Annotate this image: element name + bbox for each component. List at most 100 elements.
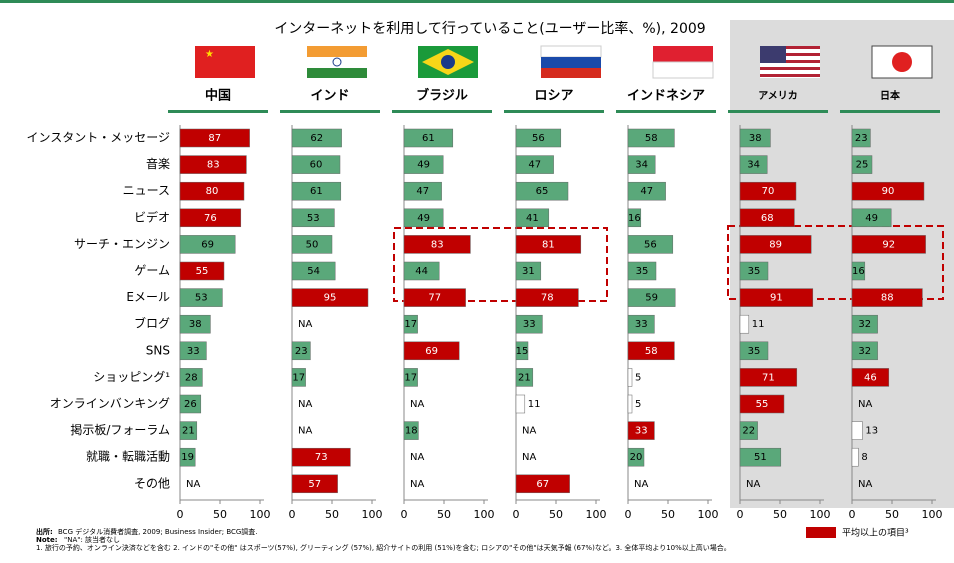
- value-label: 80: [206, 186, 219, 197]
- value-label: 55: [196, 266, 209, 277]
- series-underline: [392, 110, 492, 113]
- bar: [627, 447, 645, 467]
- na-label: NA: [634, 479, 648, 490]
- x-tick-label: 0: [625, 508, 632, 521]
- bar: [179, 341, 207, 361]
- bar: [515, 208, 550, 228]
- value-label: 8: [861, 452, 867, 463]
- bar: [403, 128, 454, 148]
- chart-title: インターネットを利用して行っていること(ユーザー比率、%), 2009: [274, 20, 705, 37]
- series-underline: [280, 110, 380, 113]
- category-label: ブログ: [134, 316, 170, 331]
- value-label: 13: [865, 426, 878, 437]
- category-label: サーチ・エンジン: [74, 237, 170, 251]
- value-label: 87: [208, 133, 221, 144]
- x-tick-label: 0: [849, 508, 856, 521]
- value-label: 51: [754, 452, 767, 463]
- bar: [739, 128, 771, 148]
- value-label: 18: [405, 426, 418, 437]
- x-tick-label: 0: [177, 508, 184, 521]
- value-label: 35: [748, 346, 761, 357]
- value-label: 83: [431, 239, 444, 250]
- bar: [179, 261, 225, 281]
- x-tick-label: 0: [737, 508, 744, 521]
- x-tick-label: 100: [474, 508, 495, 521]
- value-label: 62: [310, 133, 323, 144]
- value-label: 65: [536, 186, 549, 197]
- value-label: 58: [645, 346, 658, 357]
- value-label: 44: [415, 266, 428, 277]
- bar: [739, 394, 785, 414]
- value-label: 56: [644, 239, 657, 250]
- value-label: 15: [516, 346, 529, 357]
- series-name: インド: [310, 89, 349, 104]
- value-label: 26: [184, 399, 197, 410]
- footnote: 1. 旅行の予約、オンライン決済などを含む 2. インドの"その他" はスポーツ…: [36, 543, 731, 552]
- value-label: 21: [182, 426, 195, 437]
- bar: [403, 341, 460, 361]
- value-label: 47: [528, 160, 541, 171]
- series-underline: [840, 110, 940, 113]
- value-label: 33: [187, 346, 200, 357]
- bar: [627, 421, 655, 440]
- bar: [403, 368, 418, 387]
- bar: [851, 128, 871, 148]
- na-label: NA: [298, 319, 312, 330]
- value-label: 61: [422, 133, 435, 144]
- bar: [627, 394, 633, 414]
- bar: [179, 394, 202, 414]
- category-label: その他: [134, 476, 170, 490]
- bar: [515, 261, 542, 281]
- na-label: NA: [410, 479, 424, 490]
- value-label: 16: [628, 213, 641, 224]
- bar: [739, 261, 769, 281]
- bar: [515, 181, 569, 201]
- na-label: NA: [858, 479, 872, 490]
- x-tick-label: 0: [513, 508, 520, 521]
- value-label: 19: [181, 452, 194, 463]
- value-label: 49: [417, 160, 430, 171]
- na-label: NA: [858, 399, 872, 410]
- value-label: 5: [635, 399, 641, 410]
- legend-label: 平均以上の項目³: [842, 527, 909, 539]
- x-tick-label: 100: [250, 508, 271, 521]
- bar: [627, 368, 633, 387]
- na-label: NA: [522, 426, 536, 437]
- x-tick-label: 100: [586, 508, 607, 521]
- x-tick-label: 50: [437, 508, 451, 521]
- bar: [291, 155, 341, 174]
- bar: [403, 181, 442, 201]
- bar: [179, 288, 223, 307]
- value-label: 83: [207, 160, 220, 171]
- bar: [851, 341, 878, 361]
- bar: [515, 474, 570, 494]
- value-label: 49: [417, 213, 430, 224]
- value-label: 55: [756, 399, 769, 410]
- bar: [627, 155, 656, 174]
- value-label: 31: [522, 266, 535, 277]
- value-label: 11: [528, 399, 541, 410]
- category-label: 掲示板/フォーラム: [70, 422, 170, 437]
- value-label: 11: [752, 319, 765, 330]
- bar: [291, 181, 342, 201]
- value-label: 17: [292, 372, 305, 383]
- value-label: 57: [308, 479, 321, 490]
- na-label: NA: [746, 479, 760, 490]
- bar: [851, 155, 873, 174]
- na-label: NA: [410, 399, 424, 410]
- source-text: BCG デジタル消費者調査, 2009; Business Insider; B…: [58, 527, 258, 536]
- bar: [403, 421, 419, 440]
- legend-swatch: [806, 527, 836, 538]
- value-label: 78: [541, 293, 554, 304]
- bar: [851, 261, 866, 281]
- bar: [403, 208, 444, 228]
- category-label: オンラインバンキング: [50, 397, 170, 411]
- value-label: 67: [536, 479, 549, 490]
- value-label: 33: [635, 426, 648, 437]
- value-label: 34: [635, 160, 648, 171]
- category-label: ビデオ: [134, 209, 170, 224]
- x-tick-label: 0: [289, 508, 296, 521]
- series-underline: [616, 110, 716, 113]
- value-label: 50: [306, 239, 319, 250]
- bar: [515, 341, 529, 361]
